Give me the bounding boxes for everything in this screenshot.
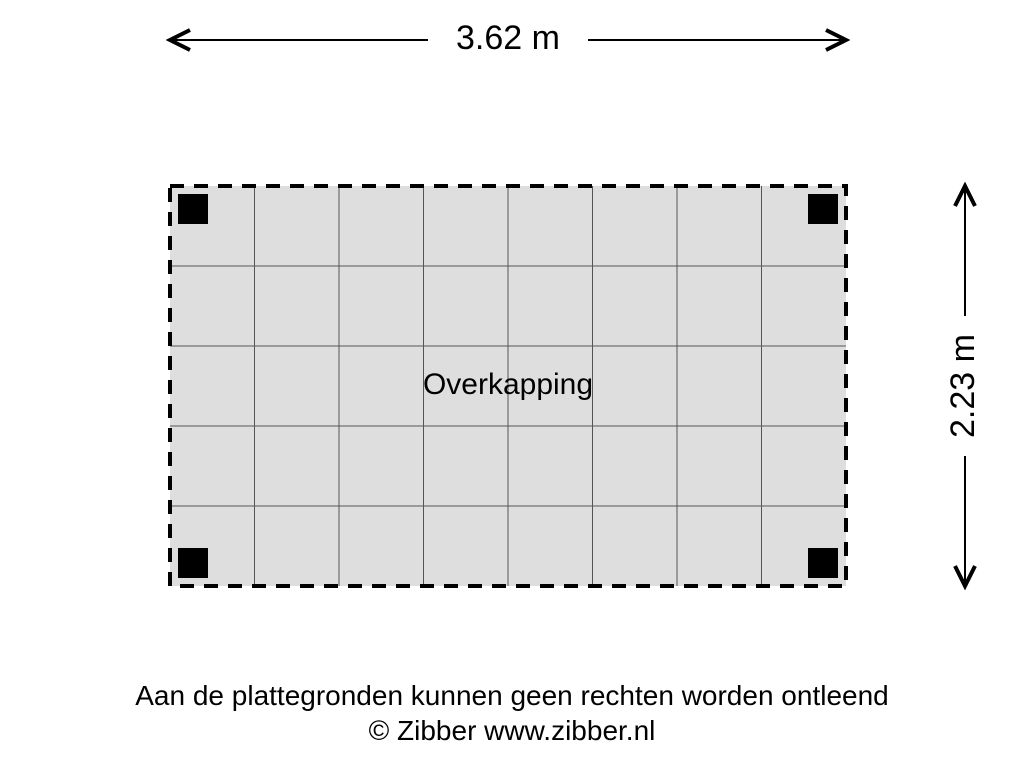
width-dim-label: 3.62 m — [456, 19, 560, 57]
height-dim-label: 2.23 m — [944, 334, 982, 438]
disclaimer-line-1: Aan de plattegronden kunnen geen rechten… — [0, 678, 1024, 713]
support-post — [808, 194, 838, 224]
support-post — [178, 194, 208, 224]
disclaimer-line-2: © Zibber www.zibber.nl — [0, 713, 1024, 748]
footer: Aan de plattegronden kunnen geen rechten… — [0, 678, 1024, 748]
room-label: Overkapping — [423, 368, 593, 401]
floorplan-diagram: Overkapping 3.62 m 2.23 m — [0, 0, 1024, 690]
support-post — [808, 548, 838, 578]
support-post — [178, 548, 208, 578]
